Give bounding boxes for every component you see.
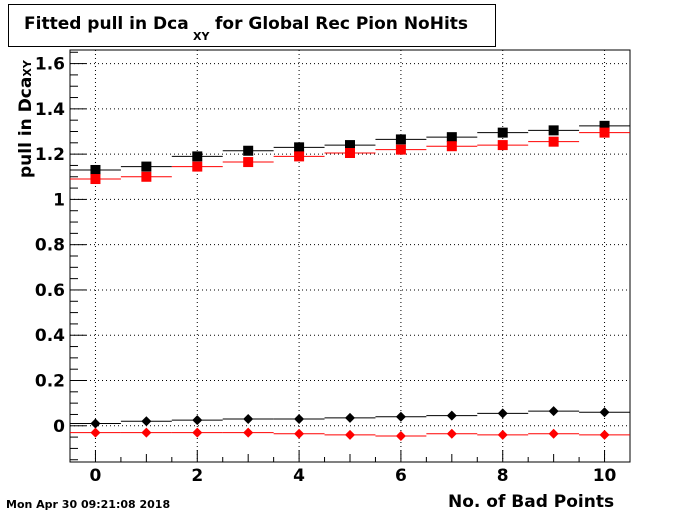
data-point-square [395, 144, 406, 155]
series-2 [70, 406, 630, 429]
data-point-diamond [243, 427, 254, 438]
data-point-square [446, 141, 457, 152]
data-point-diamond [446, 410, 457, 421]
data-point-square [497, 140, 508, 151]
data-point-diamond [497, 429, 508, 440]
y-tick-label: 0.4 [35, 326, 65, 346]
data-point-square [446, 132, 457, 143]
data-point-diamond [548, 428, 559, 439]
x-tick-label: 8 [497, 466, 509, 486]
plot-frame [69, 49, 631, 463]
data-point-square [548, 125, 559, 136]
data-point-diamond [90, 427, 101, 438]
data-series [70, 120, 630, 441]
data-point-diamond [395, 430, 406, 441]
y-tick-label: 1.2 [35, 145, 65, 165]
data-point-diamond [243, 413, 254, 424]
x-tick-label: 0 [90, 466, 102, 486]
grid [70, 50, 630, 462]
data-point-diamond [345, 412, 355, 423]
data-point-diamond [395, 411, 406, 422]
data-point-square [599, 127, 610, 138]
x-axis-label: No. of Bad Points [448, 492, 615, 512]
data-point-square [345, 140, 355, 151]
data-point-square [192, 151, 203, 162]
y-axis-label-subscript: XY [21, 60, 34, 77]
data-point-diamond [599, 407, 610, 418]
y-tick-label: 0 [53, 417, 65, 437]
series-1 [70, 127, 630, 185]
data-point-square [345, 148, 355, 158]
data-point-diamond [141, 416, 152, 427]
y-tick-label: 0.8 [35, 236, 65, 256]
data-point-square [192, 161, 203, 172]
x-tick-label: 2 [191, 466, 203, 486]
chart-title-rest: for Global Rec Pion NoHits [215, 14, 469, 34]
y-tick-label: 1 [53, 190, 65, 210]
series-3 [70, 427, 630, 441]
axis-ticks: 0 2 4 6 8 10 0 0.2 0.4 0.6 0.8 1 1.2 1.4 1.6 [35, 51, 631, 486]
data-point-square [90, 164, 101, 175]
data-point-square [599, 120, 610, 131]
y-tick-label: 0.6 [35, 281, 65, 301]
data-point-square [90, 174, 101, 185]
data-point-diamond [548, 406, 559, 417]
data-point-diamond [345, 429, 355, 440]
x-tick-label: 10 [593, 466, 617, 486]
chart-title: Fitted pull in Dca XY for Global Rec Pio… [8, 4, 496, 47]
y-axis-label-main: pull in Dca [16, 76, 36, 178]
data-point-diamond [599, 429, 610, 440]
data-point-diamond [90, 418, 101, 429]
timestamp: Mon Apr 30 09:21:08 2018 [6, 498, 171, 511]
data-point-square [497, 127, 508, 138]
chart-title-subscript: XY [193, 30, 210, 43]
data-point-diamond [497, 408, 508, 419]
data-point-square [243, 157, 254, 168]
data-point-square [548, 136, 559, 147]
data-point-square [141, 171, 152, 182]
data-point-diamond [192, 415, 203, 426]
y-axis-label: pull in DcaXY [16, 60, 36, 178]
axes-frame [69, 49, 631, 463]
x-tick-label: 4 [293, 466, 305, 486]
data-point-square [294, 142, 305, 153]
data-point-square [294, 151, 305, 162]
data-point-diamond [141, 427, 152, 438]
data-point-square [141, 161, 152, 172]
data-point-diamond [446, 428, 457, 439]
chart-title-main: Fitted pull in Dca [24, 14, 189, 34]
data-point-diamond [294, 428, 305, 439]
series-0 [70, 120, 630, 175]
data-point-diamond [294, 413, 305, 424]
y-tick-label: 1.4 [35, 100, 65, 120]
data-point-square [243, 145, 254, 156]
x-tick-label: 6 [395, 466, 407, 486]
y-tick-label: 1.6 [35, 55, 65, 75]
data-point-square [395, 134, 406, 145]
data-point-diamond [192, 427, 203, 438]
y-tick-label: 0.2 [35, 372, 65, 392]
